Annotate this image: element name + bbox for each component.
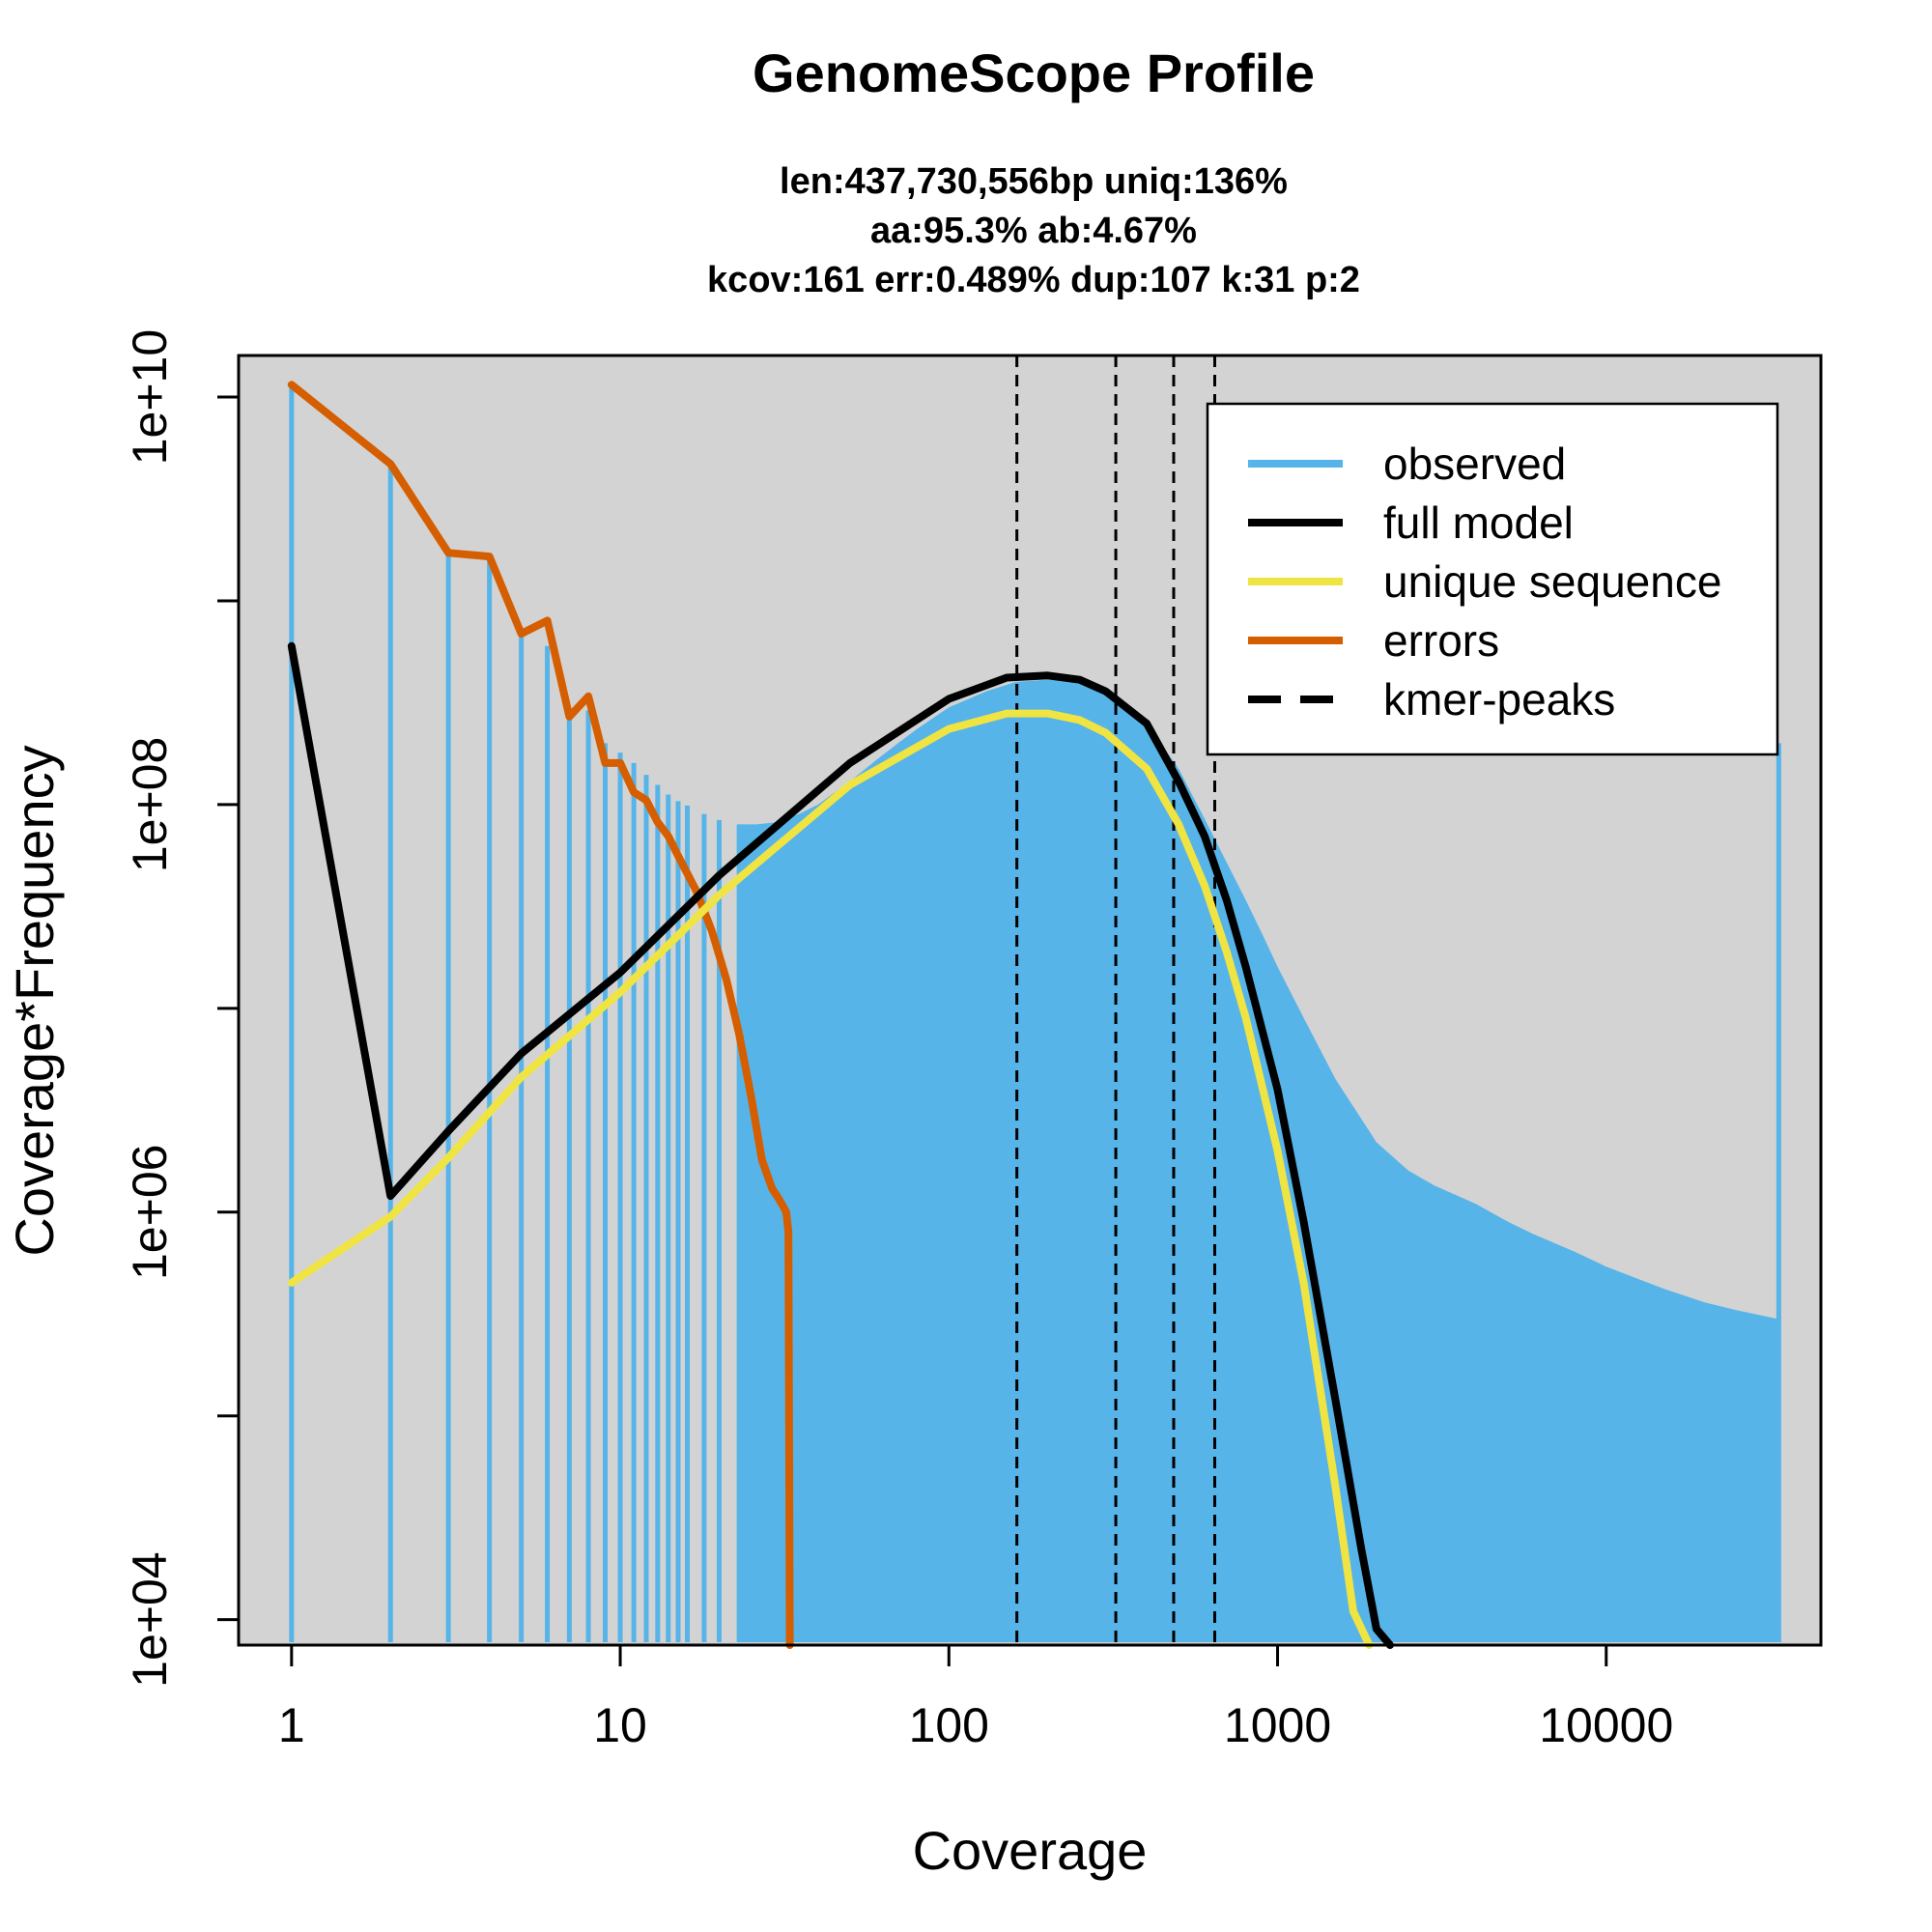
- x-tick-label: 100: [909, 1698, 989, 1752]
- y-tick-label: 1e+04: [123, 1551, 177, 1687]
- chart-subtitle-line-1: len:437,730,556bp uniq:136%: [780, 161, 1288, 202]
- observed-series: [289, 384, 1781, 1642]
- model-curves: [287, 381, 1394, 1649]
- y-tick-label: 1e+06: [123, 1145, 177, 1280]
- legend-label-unique-sequence: unique sequence: [1383, 556, 1721, 607]
- errors-line: [287, 381, 794, 1649]
- y-axis-label: Coverage*Frequency: [4, 745, 65, 1256]
- legend-label-errors: errors: [1383, 615, 1499, 666]
- x-tick-label: 10: [593, 1698, 647, 1752]
- unique-sequence-line: [287, 709, 1374, 1649]
- chart-subtitle-line-3: kcov:161 err:0.489% dup:107 k:31 p:2: [707, 260, 1360, 300]
- chart-title: GenomeScope Profile: [753, 43, 1315, 103]
- x-axis: 1 10 100 1000 10000: [278, 1643, 1673, 1752]
- legend-label-full-model: full model: [1383, 497, 1574, 548]
- x-tick-label: 1: [278, 1698, 305, 1752]
- legend-label-kmer-peaks: kmer-peaks: [1383, 674, 1615, 724]
- full-model-line: [287, 641, 1394, 1649]
- y-axis: 1e+04 1e+06 1e+08 1e+10: [123, 329, 241, 1688]
- y-tick-label: 1e+08: [123, 737, 177, 872]
- observed-area: [739, 679, 1777, 1642]
- legend: observed full model unique sequence errors k…: [1206, 402, 1779, 756]
- y-tick-label: 1e+10: [123, 329, 177, 465]
- x-tick-label: 10000: [1539, 1698, 1673, 1752]
- legend-label-observed: observed: [1383, 439, 1566, 489]
- x-axis-label: Coverage: [913, 1820, 1148, 1881]
- x-tick-label: 1000: [1224, 1698, 1331, 1752]
- chart-subtitle-line-2: aa:95.3% ab:4.67%: [870, 211, 1197, 251]
